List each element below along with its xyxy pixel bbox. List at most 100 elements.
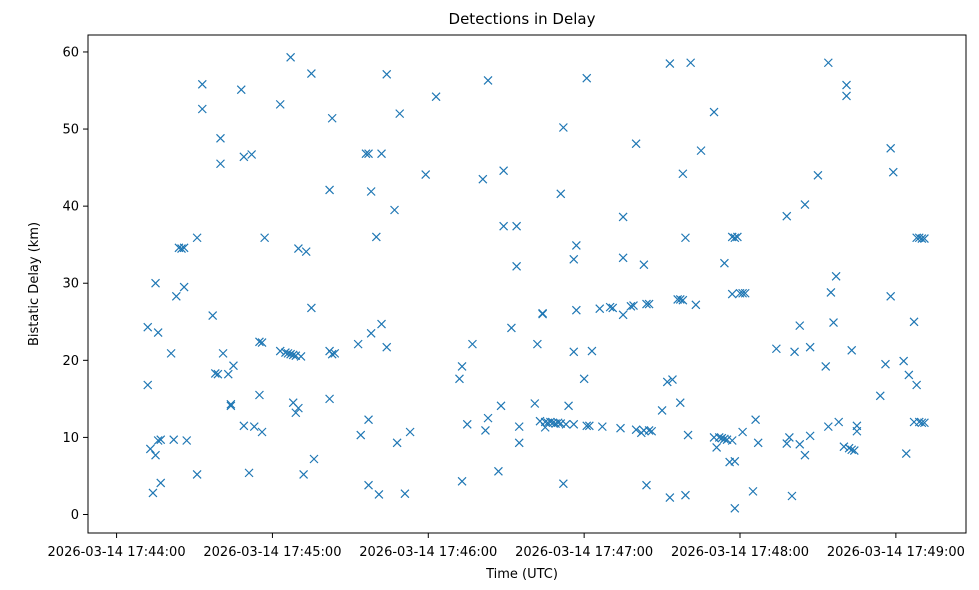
- data-point: [327, 113, 337, 123]
- data-point: [286, 349, 296, 359]
- data-point: [847, 345, 857, 355]
- data-point: [296, 352, 306, 361]
- data-point: [730, 456, 740, 466]
- data-point: [668, 375, 677, 385]
- data-point: [327, 349, 337, 359]
- data-point: [753, 438, 763, 448]
- data-point: [569, 347, 579, 357]
- data-point: [751, 415, 761, 425]
- x-axis-ticks: 2026-03-14 17:44:00 2026-03-14 17:45:00 20…: [48, 533, 965, 560]
- data-point: [849, 446, 859, 455]
- data-point: [145, 444, 155, 454]
- data-point: [618, 310, 628, 320]
- data-point: [719, 258, 729, 268]
- data-point: [657, 406, 667, 415]
- data-point: [478, 174, 488, 184]
- data-point: [382, 69, 392, 79]
- data-point: [293, 403, 303, 413]
- plot-area: 2026-03-14 17:44:00 2026-03-14 17:45:00 20…: [48, 34, 967, 560]
- data-point: [805, 342, 815, 352]
- y-axis-label: Bistatic Delay (km): [27, 222, 42, 346]
- y-tick-label: 50: [62, 123, 79, 138]
- data-point: [457, 476, 467, 486]
- y-tick-label: 30: [62, 277, 79, 292]
- data-point: [530, 399, 540, 408]
- data-point: [153, 436, 163, 445]
- data-point: [821, 362, 831, 371]
- data-point: [730, 233, 740, 243]
- data-point: [216, 133, 225, 143]
- data-point: [392, 438, 402, 448]
- data-point: [831, 271, 841, 281]
- data-point: [299, 469, 309, 479]
- y-tick-label: 20: [62, 354, 79, 369]
- data-point: [790, 347, 799, 357]
- data-point: [795, 321, 805, 331]
- data-point: [920, 418, 929, 428]
- data-point: [275, 99, 285, 109]
- data-point: [457, 362, 467, 371]
- data-point: [244, 468, 254, 478]
- data-point: [696, 146, 706, 156]
- data-point: [431, 92, 441, 102]
- data-point: [353, 339, 363, 349]
- data-point: [912, 380, 922, 390]
- data-point: [771, 344, 781, 354]
- data-point: [148, 488, 158, 498]
- data-point: [275, 346, 285, 356]
- data-point: [917, 418, 927, 428]
- data-point: [545, 417, 555, 427]
- data-point: [782, 211, 792, 221]
- data-point: [532, 339, 542, 349]
- data-point: [483, 76, 493, 85]
- data-point: [909, 317, 919, 327]
- data-point: [514, 438, 524, 448]
- data-point: [582, 421, 592, 431]
- data-point: [421, 170, 431, 179]
- data-point: [255, 390, 264, 400]
- data-point: [400, 489, 410, 499]
- data-point: [647, 426, 657, 436]
- data-point: [556, 189, 566, 199]
- data-point: [291, 408, 301, 418]
- data-point: [179, 282, 189, 292]
- data-point: [377, 149, 386, 159]
- data-point: [823, 58, 833, 68]
- data-point: [229, 361, 238, 371]
- x-tick-label: 2026-03-14 17:49:00: [827, 545, 965, 560]
- data-point: [886, 291, 896, 301]
- data-point: [608, 303, 618, 313]
- data-point: [597, 422, 607, 432]
- data-point: [842, 91, 851, 101]
- data-point: [738, 427, 748, 437]
- data-point: [208, 311, 218, 321]
- data-point: [888, 167, 898, 177]
- data-point: [288, 350, 298, 360]
- data-point: [686, 58, 696, 68]
- data-point: [795, 439, 805, 449]
- data-point: [257, 338, 267, 348]
- data-point: [366, 328, 376, 338]
- data-point: [499, 166, 509, 176]
- data-point: [226, 399, 236, 409]
- data-point: [681, 233, 690, 243]
- data-point: [356, 430, 366, 440]
- data-point: [618, 212, 628, 222]
- data-point: [514, 422, 524, 432]
- data-point: [382, 342, 392, 352]
- data-point: [800, 450, 810, 460]
- data-point: [678, 169, 688, 179]
- data-point: [223, 369, 233, 379]
- data-point: [236, 85, 246, 95]
- data-point: [371, 232, 381, 242]
- data-point: [499, 221, 509, 231]
- data-point: [571, 241, 581, 250]
- data-point: [156, 435, 166, 445]
- data-point: [374, 490, 384, 499]
- data-point: [177, 244, 186, 253]
- data-point: [361, 149, 371, 159]
- data-point: [631, 425, 641, 435]
- data-point: [239, 152, 249, 162]
- data-point: [255, 337, 264, 347]
- data-point: [325, 185, 335, 195]
